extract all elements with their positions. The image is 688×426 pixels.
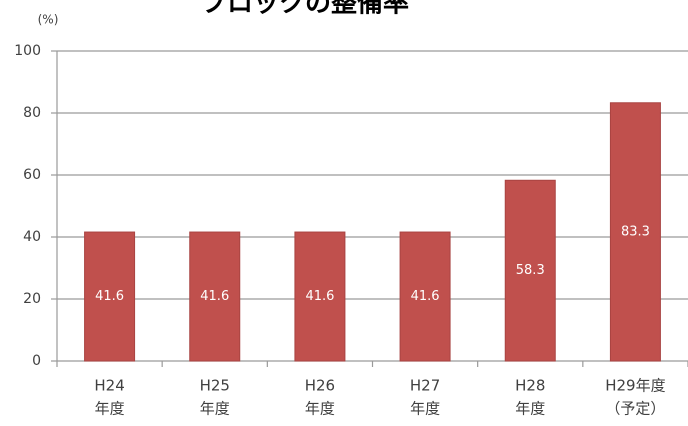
bar	[294, 231, 346, 362]
value-label: 41.6	[200, 289, 229, 304]
bar	[504, 179, 556, 362]
bar	[189, 231, 241, 362]
value-label: 41.6	[305, 289, 334, 304]
x-tick-label: H26	[305, 377, 335, 395]
chart-title: ブロックの整備率	[201, 0, 409, 19]
bar	[84, 231, 136, 362]
x-tick-label: 年度	[95, 400, 125, 418]
x-tick-label: 年度	[515, 400, 545, 418]
y-tick-label: 20	[23, 291, 41, 307]
value-label: 58.3	[516, 263, 545, 278]
x-tick-label: H24	[94, 377, 124, 395]
x-tick-label: （予定）	[605, 400, 665, 418]
x-tick-label: H25	[200, 377, 230, 395]
x-tick-label: H28	[515, 377, 545, 395]
x-tick-label: H27	[410, 377, 440, 395]
value-label: 41.6	[411, 289, 440, 304]
y-tick-label: 100	[14, 43, 41, 59]
x-tick-label: H29年度	[605, 377, 665, 395]
y-tick-label: 80	[23, 105, 41, 121]
bar	[609, 102, 661, 362]
x-tick-label: 年度	[410, 400, 440, 418]
y-tick-label: 60	[23, 167, 41, 183]
y-axis-label: (%)	[38, 13, 59, 27]
x-tick-label: 年度	[200, 400, 230, 418]
y-tick-label: 0	[32, 353, 41, 369]
value-label: 83.3	[621, 224, 650, 239]
y-tick-label: 40	[23, 229, 41, 245]
bar	[399, 231, 451, 362]
x-tick-label: 年度	[305, 400, 335, 418]
value-label: 41.6	[95, 289, 124, 304]
